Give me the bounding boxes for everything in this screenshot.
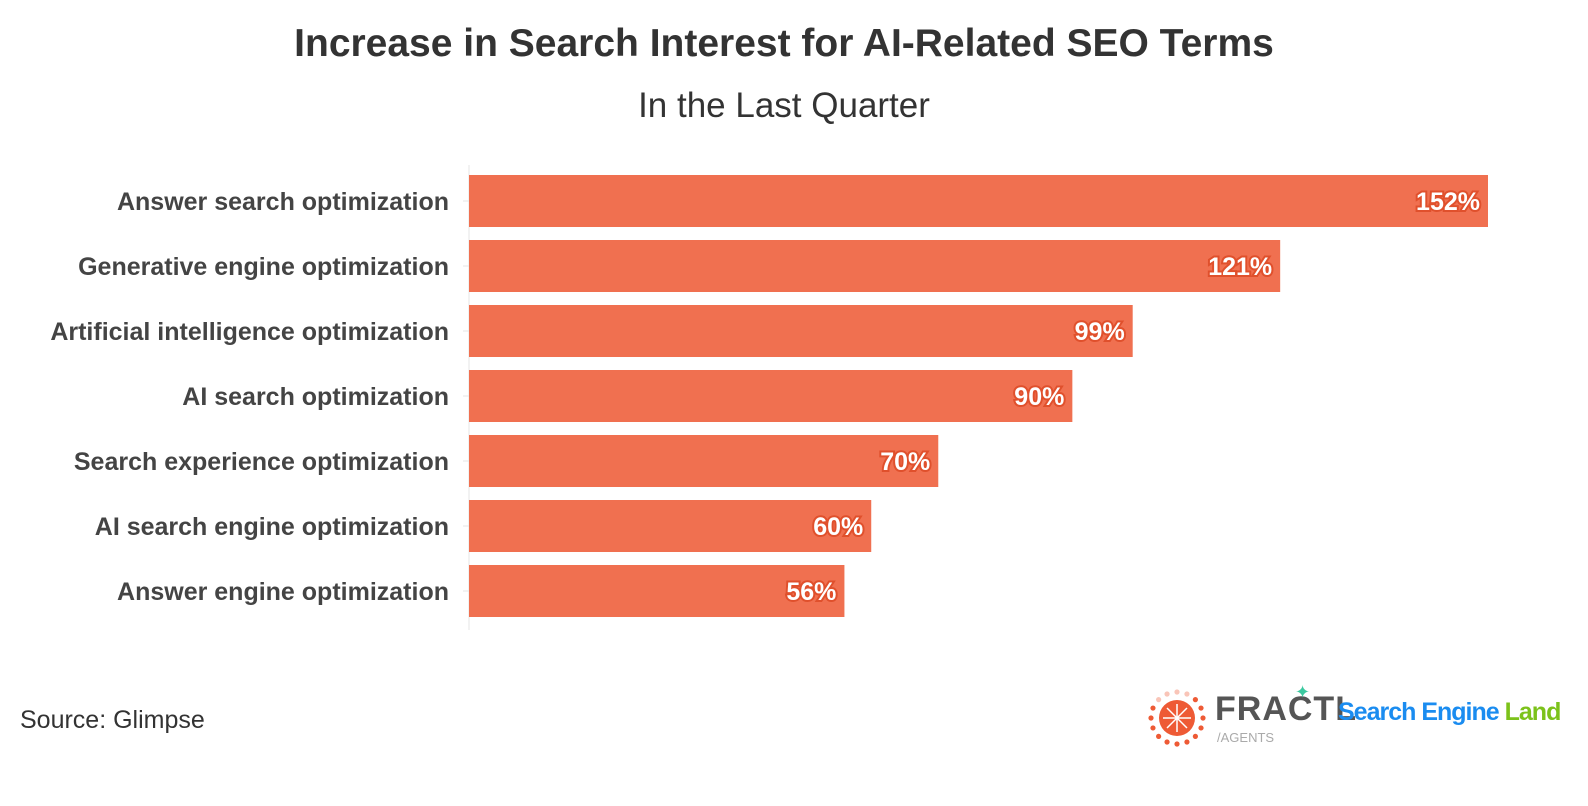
- logo-dot: [1174, 689, 1180, 695]
- bar: [469, 370, 1073, 422]
- data-label: 60%: [813, 513, 863, 541]
- logo-dot: [1150, 705, 1156, 711]
- logo-dot: [1184, 739, 1190, 745]
- category-label: AI search optimization: [182, 383, 449, 411]
- data-label: 121%: [1208, 253, 1272, 281]
- logo-dot: [1164, 691, 1170, 697]
- bar: [469, 435, 939, 487]
- category-label: AI search engine optimization: [95, 513, 449, 541]
- sel-logo-green: Land: [1504, 698, 1562, 726]
- logo-dot: [1174, 741, 1180, 747]
- logo-dot: [1192, 733, 1198, 739]
- data-label: 56%: [786, 578, 836, 606]
- logo-dot: [1156, 697, 1162, 703]
- chart-subtitle: In the Last Quarter: [638, 86, 930, 125]
- fractl-logo-text: FRACTL: [1215, 690, 1357, 728]
- sparkle-icon: ✦: [1295, 682, 1311, 702]
- bar: [469, 565, 845, 617]
- fractl-logo-subtext: /AGENTS: [1217, 730, 1275, 745]
- fractl-logo-icon: [1148, 689, 1206, 747]
- logo-dot: [1198, 725, 1204, 731]
- data-label: 152%: [1416, 188, 1480, 216]
- chart-title: Increase in Search Interest for AI-Relat…: [294, 22, 1274, 65]
- category-label: Search experience optimization: [74, 448, 449, 476]
- logo-dot: [1198, 705, 1204, 711]
- search-engine-land-logo: Search Engine Land: [1338, 698, 1562, 727]
- bar-chart: Answer search optimization 152% Generative…: [50, 165, 1488, 630]
- logo-dot: [1200, 715, 1206, 721]
- bar: [469, 500, 872, 552]
- category-label: Answer search optimization: [117, 188, 449, 216]
- logo-dot: [1150, 725, 1156, 731]
- logo-dot: [1148, 715, 1154, 721]
- data-label: 70%: [880, 448, 930, 476]
- data-label: 90%: [1014, 383, 1064, 411]
- logos: FRACTL /AGENTS ✦ Search Engine Land: [1145, 682, 1561, 754]
- bar: [469, 240, 1281, 292]
- category-label: Answer engine optimization: [117, 578, 449, 606]
- category-label: Artificial intelligence optimization: [50, 318, 449, 346]
- bar: [469, 305, 1133, 357]
- category-label: Generative engine optimization: [78, 253, 449, 281]
- bar: [469, 175, 1488, 227]
- data-label: 99%: [1075, 318, 1125, 346]
- logo-dot: [1164, 739, 1170, 745]
- logo-dot: [1156, 733, 1162, 739]
- sel-logo-blue: Search Engine: [1338, 698, 1500, 726]
- logo-dot: [1192, 697, 1198, 703]
- source-note: Source: Glimpse: [20, 706, 205, 734]
- logo-dot: [1184, 691, 1190, 697]
